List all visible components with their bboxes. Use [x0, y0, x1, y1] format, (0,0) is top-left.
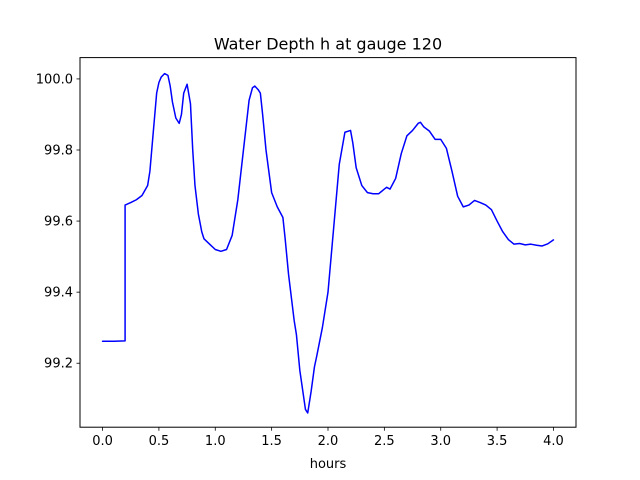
y-tick-label: 99.8 — [44, 144, 73, 159]
x-tick-label: 1.5 — [261, 434, 282, 449]
x-tick-label: 1.0 — [205, 434, 226, 449]
y-tick-label: 99.2 — [44, 357, 73, 372]
x-axis-title: hours — [310, 457, 347, 472]
x-tick-label: 4.0 — [543, 434, 564, 449]
series-line-0 — [101, 72, 555, 414]
x-tick-label: 3.0 — [430, 434, 451, 449]
chart-title: Water Depth h at gauge 120 — [214, 35, 442, 54]
y-tick-label: 100.0 — [36, 72, 73, 87]
x-tick-label: 3.5 — [487, 434, 508, 449]
x-tick-label: 2.0 — [318, 434, 339, 449]
series-group — [101, 72, 555, 414]
y-axis: 99.2 99.4 99.6 99.8 100.0 — [36, 72, 80, 372]
x-tick-label: 2.5 — [374, 434, 395, 449]
x-tick-label: 0.5 — [149, 434, 170, 449]
x-tick-label: 0.0 — [92, 434, 113, 449]
y-tick-label: 99.4 — [44, 286, 73, 301]
y-tick-label: 99.6 — [44, 215, 73, 230]
x-axis: 0.0 0.5 1.0 1.5 2.0 2.5 3.0 3.5 4.0 — [92, 427, 564, 449]
